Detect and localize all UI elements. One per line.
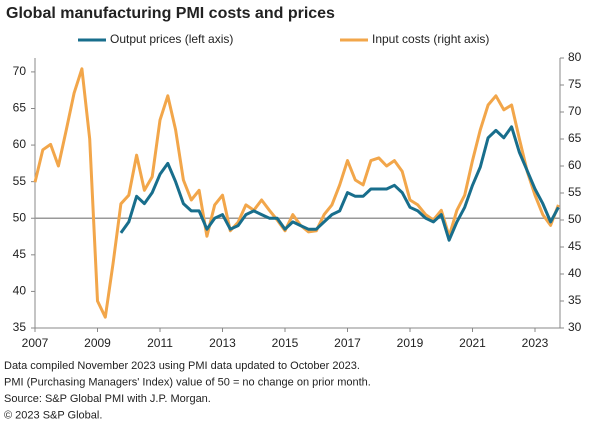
footnote: © 2023 S&P Global.	[4, 409, 102, 421]
y2-tick-label: 80	[568, 50, 582, 64]
x-tick-label: 2021	[459, 336, 486, 350]
x-tick-label: 2013	[209, 336, 236, 350]
x-tick-label: 2009	[84, 336, 111, 350]
chart-title: Global manufacturing PMI costs and price…	[6, 5, 335, 22]
data-line	[119, 125, 560, 242]
y2-tick-label: 65	[568, 131, 582, 145]
y2-tick-label: 40	[568, 266, 582, 280]
x-tick-label: 2015	[272, 336, 299, 350]
y2-tick-label: 60	[568, 158, 582, 172]
y2-tick-label: 45	[568, 239, 582, 253]
x-tick-label: 2007	[22, 336, 49, 350]
data-line	[33, 67, 560, 319]
x-tick-label: 2017	[334, 336, 361, 350]
y-tick-label: 35	[13, 320, 27, 334]
y2-tick-label: 35	[568, 293, 582, 307]
y-tick-label: 40	[13, 284, 27, 298]
footnote: Data compiled November 2023 using PMI da…	[4, 360, 360, 372]
footnote: Source: S&P Global PMI with J.P. Morgan.	[4, 393, 211, 405]
y2-tick-label: 70	[568, 104, 582, 118]
y2-tick-label: 75	[568, 77, 582, 91]
y2-tick-label: 50	[568, 212, 582, 226]
y-tick-label: 70	[13, 64, 27, 78]
x-tick-label: 2019	[397, 336, 424, 350]
legend-label: Input costs (right axis)	[372, 32, 489, 46]
x-tick-label: 2011	[147, 336, 173, 350]
footnote: PMI (Purchasing Managers' Index) value o…	[4, 376, 371, 388]
y-tick-label: 50	[13, 210, 27, 224]
y-tick-label: 55	[13, 174, 27, 188]
y-tick-label: 45	[13, 247, 27, 261]
y-tick-label: 65	[13, 101, 27, 115]
x-tick-label: 2023	[522, 336, 549, 350]
y2-tick-label: 55	[568, 185, 582, 199]
legend-label: Output prices (left axis)	[110, 32, 233, 46]
y2-tick-label: 30	[568, 320, 582, 334]
y-tick-label: 60	[13, 137, 27, 151]
